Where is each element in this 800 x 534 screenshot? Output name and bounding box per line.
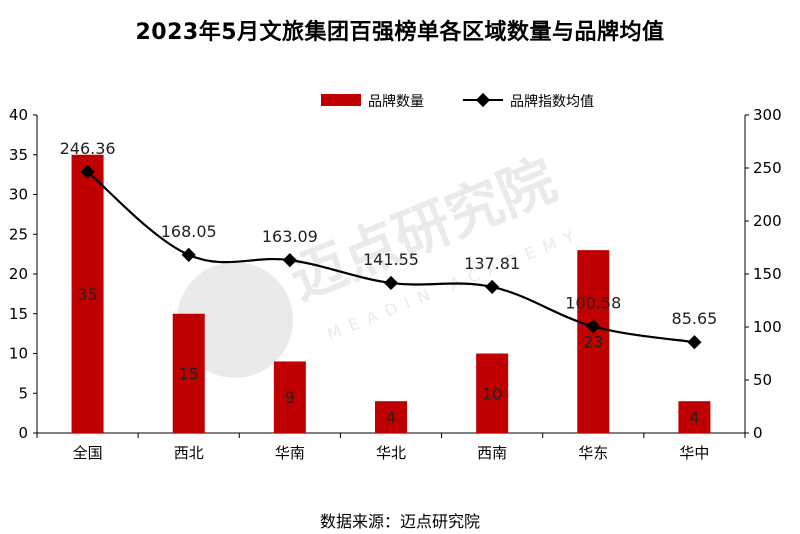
line-marker [383, 275, 399, 291]
line-marker [687, 335, 702, 350]
line-value-label: 163.09 [262, 227, 318, 246]
bar-value-label: 9 [285, 388, 295, 407]
left-tick-label: 20 [9, 265, 28, 283]
bar-value-label: 15 [179, 364, 199, 383]
bar [678, 401, 711, 433]
bar-value-label: 4 [386, 408, 396, 427]
left-tick-label: 15 [9, 305, 28, 323]
bar-series: 35 15 9 4 10 23 4 [71, 154, 711, 433]
x-tick-label: 全国 [73, 444, 103, 462]
line-marker [586, 319, 601, 334]
x-tick-label: 华东 [578, 444, 608, 462]
axes: 0 5 10 15 20 25 30 35 40 0 50 100 150 200 250 300 全国 西北 华南… [9, 106, 782, 462]
right-tick-label: 150 [753, 265, 782, 283]
line-marker [282, 253, 297, 268]
line-value-label: 100.58 [565, 293, 621, 312]
chart-title: 2023年5月文旅集团百强榜单各区域数量与品牌均值 [135, 20, 665, 45]
bar-value-label: 23 [583, 333, 603, 352]
data-source: 数据来源：迈点研究院 [319, 512, 480, 531]
bar [172, 313, 205, 433]
line-value-label: 168.05 [161, 222, 217, 241]
left-tick-label: 25 [9, 225, 28, 243]
left-tick-label: 5 [18, 384, 28, 402]
bar [273, 361, 306, 433]
left-tick-label: 35 [9, 146, 28, 164]
left-tick-label: 30 [9, 186, 28, 204]
bar-value-label: 4 [689, 408, 699, 427]
line-series: 246.36 168.05 163.09 141.55 137.81 100.58 85.6… [60, 139, 718, 350]
x-tick-label: 西南 [477, 444, 507, 462]
line-marker [181, 247, 196, 262]
left-tick-label: 10 [9, 345, 28, 363]
bar-value-label: 35 [77, 285, 97, 304]
bar [577, 250, 610, 433]
bar [375, 401, 407, 433]
right-tick-label: 0 [753, 424, 763, 442]
x-tick-label: 华南 [275, 444, 305, 462]
right-tick-label: 50 [753, 371, 772, 389]
line-value-label: 85.65 [672, 309, 718, 328]
x-tick-label: 华中 [679, 444, 709, 462]
legend-line-label: 品牌指数均值 [510, 93, 594, 110]
bar [71, 154, 104, 433]
legend-line-marker [475, 92, 491, 108]
left-tick-label: 40 [9, 106, 28, 124]
bar [476, 353, 509, 433]
left-tick-label: 0 [18, 424, 28, 442]
legend: 品牌数量 品牌指数均值 [321, 92, 594, 110]
right-tick-label: 100 [753, 318, 782, 336]
legend-bar-swatch [321, 94, 361, 106]
right-tick-label: 200 [753, 212, 782, 230]
legend-bar-label: 品牌数量 [368, 93, 424, 110]
line-marker [485, 279, 500, 294]
line-value-label: 137.81 [464, 254, 520, 273]
x-tick-label: 西北 [174, 444, 204, 462]
line-value-label: 141.55 [363, 250, 419, 269]
x-tick-label: 华北 [376, 444, 406, 462]
bar-value-label: 10 [482, 384, 502, 403]
right-tick-label: 300 [753, 106, 782, 124]
line-value-label: 246.36 [60, 139, 116, 158]
right-tick-label: 250 [753, 159, 782, 177]
